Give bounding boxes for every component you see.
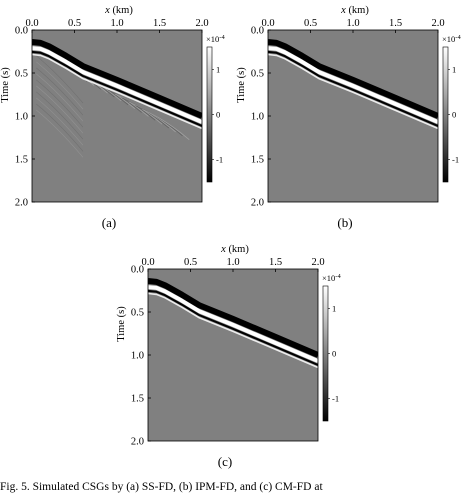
x-tick-label: 1.5 [389,18,402,29]
colorbar-tick-label: 1 [452,65,456,75]
wavefield [148,278,318,369]
x-tick-label: 1.5 [153,18,166,29]
colorbar [322,285,329,422]
x-tick-label: 1.0 [110,18,123,29]
colorbar [206,46,213,183]
colorbar-tick-label: 0 [216,110,220,120]
x-tick-label: 2.0 [195,18,208,29]
panel-label: (c) [218,454,232,469]
x-tick-label: 0.5 [68,18,81,29]
colorbar [442,46,449,183]
y-tick-label: 0.0 [131,265,144,276]
y-axis-label: Time (s) [0,67,11,103]
y-tick-label: 1.5 [251,155,264,166]
colorbar-tick-label: -1 [452,155,459,165]
x-tick-label: 1.5 [269,257,282,268]
y-tick-label: 0.0 [251,26,264,37]
y-tick-label: 0.5 [131,308,144,319]
y-tick-label: 1.0 [131,351,144,362]
colorbar-tick-label: -1 [332,394,339,404]
y-tick-label: 0.5 [251,69,264,80]
x-tick-label: 1.0 [346,18,359,29]
panel-a: 0.0 0.5 1.0 1.5 2.0 x (km) 0.0 0.5 1.0 1.5 2.0 Time… [0,5,225,230]
x-tick-label: 0.0 [25,18,38,29]
x-tick-label: 0.5 [304,18,317,29]
y-tick-label: 0.0 [15,26,28,37]
y-tick-label: 1.5 [131,394,144,405]
x-tick-label: 0.0 [261,18,274,29]
colorbar-tick-label: 0 [332,349,336,359]
x-axis-label: x (km) [220,244,249,255]
wavefield [32,39,202,158]
colorbar-tick-label: 1 [332,304,336,314]
colorbar-exponent: ×10-4 [442,34,461,44]
y-axis-label: Time (s) [236,67,247,103]
colorbar-tick-label: -1 [216,155,223,165]
y-tick-label: 2.0 [131,437,144,448]
panel-c: 0.0 0.5 1.0 1.5 2.0 x (km) 0.0 0.5 1.0 1.5 2.0 Time… [116,244,341,469]
y-tick-label: 2.0 [15,198,28,209]
panel-label: (a) [102,215,116,230]
y-axis-label: Time (s) [116,306,127,342]
y-tick-label: 1.0 [251,112,264,123]
x-tick-label: 0.0 [141,257,154,268]
y-tick-label: 2.0 [251,198,264,209]
wavefield [268,39,438,130]
y-tick-label: 1.0 [15,112,28,123]
x-tick-label: 2.0 [311,257,324,268]
colorbar-tick-label: 0 [452,110,456,120]
y-tick-label: 0.5 [15,69,28,80]
y-tick-label: 1.5 [15,155,28,166]
colorbar-tick-label: 1 [216,65,220,75]
figure-caption: Fig. 5. Simulated CSGs by (a) SS-FD, (b)… [0,481,323,493]
x-tick-label: 2.0 [431,18,444,29]
x-tick-label: 0.5 [184,257,197,268]
colorbar-exponent: ×10-4 [206,34,225,44]
x-axis-label: x (km) [104,5,133,16]
x-axis-label: x (km) [340,5,369,16]
colorbar-exponent: ×10-4 [322,273,341,283]
panel-b: 0.0 0.5 1.0 1.5 2.0 x (km) 0.0 0.5 1.0 1.5 2.0 Time… [236,5,461,230]
panel-label: (b) [337,215,352,230]
x-tick-label: 1.0 [226,257,239,268]
